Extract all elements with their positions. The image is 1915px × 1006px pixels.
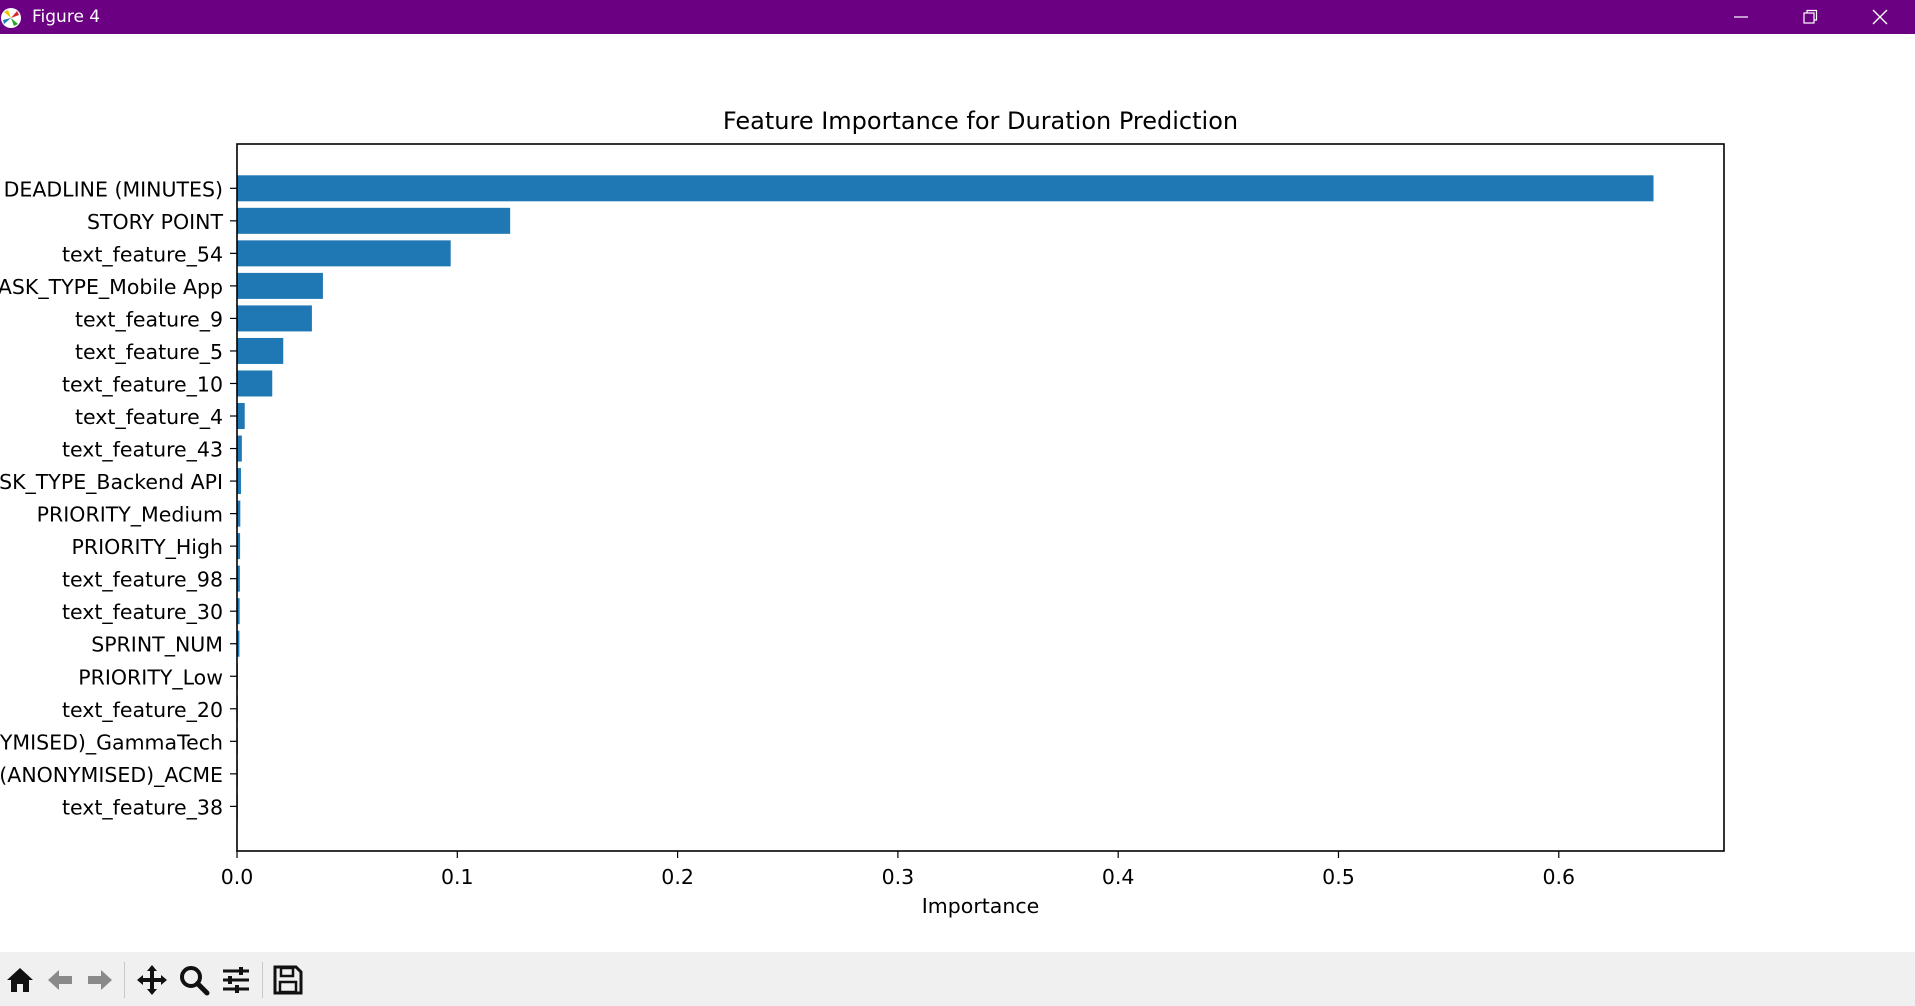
y-tick-label: text_feature_30 [62,600,223,625]
y-tick-label: text_feature_5 [75,340,223,365]
y-tick-label: text_feature_43 [62,438,223,463]
x-axis-label: Importance [922,894,1039,918]
y-tick-label: STORY POINT [87,210,224,234]
x-tick-label: 0.6 [1542,865,1575,889]
y-tick-label: text_feature_10 [62,372,223,397]
bar-6 [237,370,273,397]
bar-2 [237,240,451,267]
save-icon [273,965,303,995]
pan-icon [137,965,167,995]
bar-13 [237,598,240,625]
back-icon [48,970,72,990]
forward-button[interactable] [80,960,120,1000]
y-tick-label: SK_TYPE_Backend API [0,470,223,495]
save-button[interactable] [268,960,308,1000]
home-icon [7,968,33,992]
y-tick-label: text_feature_54 [62,242,223,267]
bar-12 [237,565,240,592]
close-button[interactable] [1845,0,1915,34]
bar-7 [237,403,245,430]
back-button[interactable] [40,960,80,1000]
plot-area-frame [236,143,1725,852]
y-tick-label: PRIORITY_High [72,535,224,560]
figure-canvas[interactable]: Feature Importance for Duration Predicti… [0,34,1915,952]
x-tick-label: 0.1 [441,865,474,889]
y-tick-label: PRIORITY_Medium [37,503,223,528]
y-tick-label: PRIORITY_Low [78,665,223,690]
bar-9 [237,468,241,495]
y-tick-label: SPRINT_NUM [91,633,223,658]
bar-14 [237,630,240,657]
x-tick-label: 0.5 [1322,865,1355,889]
toolbar-separator [262,962,263,998]
pan-button[interactable] [132,960,172,1000]
y-tick-label: text_feature_20 [62,698,223,723]
app-icon [1,8,21,28]
bar-8 [237,435,242,462]
bar-4 [237,305,312,332]
y-tick-label: DEADLINE (MINUTES) [4,177,223,201]
minimize-icon [1734,16,1748,18]
minimize-button[interactable] [1706,0,1776,34]
configure-subplots-icon [223,967,249,993]
y-tick-label: text_feature_38 [62,795,223,820]
y-tick-label: text_feature_9 [75,307,223,332]
x-tick-label: 0.3 [882,865,915,889]
bar-10 [237,500,241,527]
restore-button[interactable] [1775,0,1845,34]
window-title: Figure 4 [32,7,101,27]
zoom-button[interactable] [174,960,214,1000]
chart-title: Feature Importance for Duration Predicti… [723,107,1238,135]
close-icon [1872,9,1888,25]
y-tick-label: text_feature_98 [62,568,223,593]
title-bar: Figure 4 [0,0,1915,34]
configure-subplots-button[interactable] [216,960,256,1000]
navigation-toolbar [0,952,1915,1006]
x-tick-label: 0.2 [661,865,694,889]
y-tick-label: (ANONYMISED)_ACME [0,763,223,788]
y-tick-label: ASK_TYPE_Mobile App [0,275,223,300]
x-tick-label: 0.0 [221,865,254,889]
x-tick-label: 0.4 [1102,865,1135,889]
bar-3 [237,272,323,299]
y-tick-label: text_feature_4 [75,405,223,430]
bar-5 [237,337,284,364]
home-button[interactable] [0,960,40,1000]
restore-icon [1803,9,1818,24]
bar-1 [237,207,511,234]
bar-chart: Feature Importance for Duration Predicti… [0,107,1725,918]
toolbar-separator [124,962,125,998]
forward-icon [88,970,112,990]
bar-0 [237,175,1654,202]
y-tick-label: YMISED)_GammaTech [0,730,223,755]
bar-11 [237,533,241,560]
zoom-icon [180,966,210,996]
